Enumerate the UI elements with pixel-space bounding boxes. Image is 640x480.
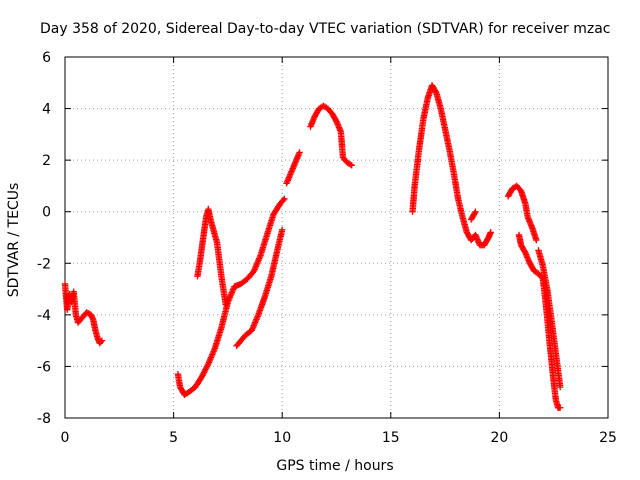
series-track-8 [467,208,479,223]
y-tick-label: 2 [42,153,51,169]
data-point [471,209,478,217]
data-point [200,370,207,378]
data-point [279,226,286,233]
series-track-9 [504,182,540,244]
y-tick-label: 4 [42,102,51,118]
series-track-2 [174,195,288,398]
data-point [432,88,439,96]
data-point [280,196,287,204]
data-point [203,363,211,370]
x-tick-label: 25 [599,430,617,446]
data-point [348,162,355,169]
y-tick-label: -6 [37,359,51,375]
data-point [202,364,210,372]
y-tick-label: -8 [37,411,51,427]
x-tick-label: 20 [490,430,508,446]
data-point [198,373,206,380]
series-track-6 [307,102,355,169]
series-track-1 [61,280,106,347]
plot-frame [64,56,609,419]
grid [65,57,608,418]
axis-ticks: 0 5 10 15 20 25 -8 -6 -4 -2 0 2 4 6 [37,50,617,446]
data-point [557,404,564,411]
series-track-4 [233,226,286,349]
y-tick-label: 0 [42,205,51,221]
data-point [200,369,208,376]
data-point [347,161,354,168]
x-tick-label: 15 [382,430,400,446]
data-point [557,383,564,391]
y-axis-label: SDTVAR / TECUs [6,183,22,298]
x-tick-label: 5 [169,430,178,446]
data-point [487,229,494,236]
chart-title: Day 358 of 2020, Sidereal Day-to-day VTE… [40,21,610,37]
y-tick-label: -2 [37,256,51,272]
x-axis-label: GPS time / hours [276,458,393,474]
series-track-11 [535,247,564,391]
data-point [296,149,303,156]
data-markers [61,82,564,411]
series-track-3 [194,205,229,308]
data-point [204,362,211,369]
data-point [98,337,106,344]
data-point [533,236,540,244]
data-point [199,372,206,379]
data-point [222,301,229,308]
data-point [201,367,208,375]
series-track-7 [409,82,494,249]
data-point [472,208,479,215]
data-point [97,338,105,346]
x-tick-label: 10 [273,430,291,446]
series-track-5 [283,149,303,187]
y-tick-label: -4 [37,308,51,324]
y-tick-label: 6 [42,50,51,66]
data-point [281,195,288,203]
x-tick-label: 0 [61,430,70,446]
data-point [202,366,209,373]
